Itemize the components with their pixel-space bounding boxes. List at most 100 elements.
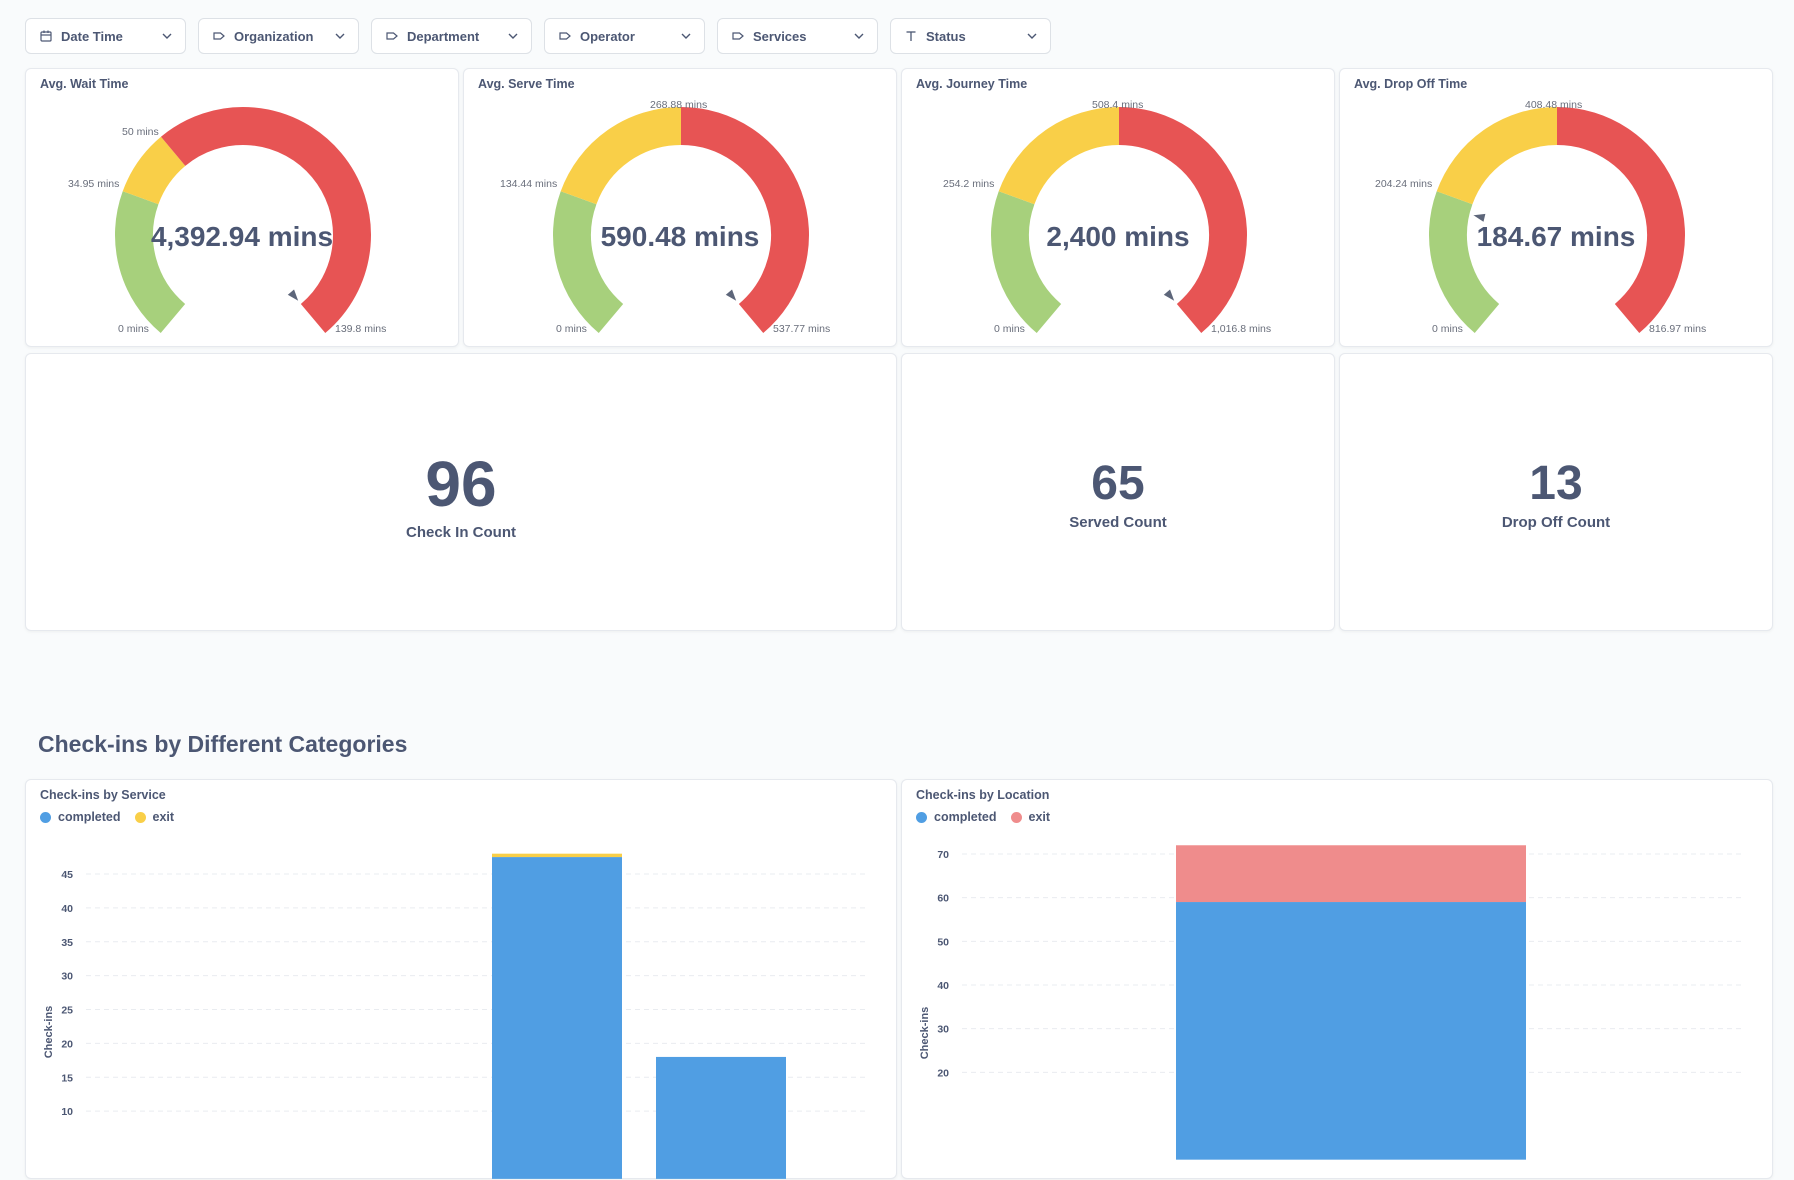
tag-icon	[559, 32, 571, 40]
gauge-segment-green	[1429, 191, 1500, 334]
gauge-threshold-2-label: 50 mins	[122, 126, 159, 138]
scalar-label: Check In Count	[405, 524, 516, 541]
gauge-value: 4,392.94 mins	[150, 221, 334, 252]
gauge-chart	[115, 106, 372, 334]
scalar-label: Served Count	[1069, 514, 1167, 531]
filter-label: Department	[407, 28, 480, 44]
filter-organization[interactable]: Organization	[198, 18, 359, 54]
gauge-card-serve-time[interactable]: Avg. Serve Time 590.48 mins 0 mins 537.7…	[463, 68, 897, 347]
card-title: Avg. Serve Time	[478, 77, 575, 91]
filter-services[interactable]: Services	[717, 18, 878, 54]
gauge-threshold-2-label: 408.48 mins	[1525, 99, 1583, 111]
gauge-threshold-2-label: 268.88 mins	[650, 99, 708, 111]
y-tick-label: 30	[61, 971, 73, 983]
gauge-value: 2,400 mins	[1046, 221, 1190, 252]
y-tick-label: 70	[937, 849, 949, 861]
tag-icon	[386, 32, 398, 40]
gauge-segment-yellow	[122, 136, 186, 205]
scalar-card-served-count[interactable]: 65 Served Count	[901, 353, 1335, 631]
y-tick-label: 25	[61, 1005, 73, 1017]
bar-completed	[1176, 902, 1526, 1160]
y-tick-label: 10	[61, 1106, 73, 1118]
chart-legend: completed exit	[40, 810, 174, 824]
filter-date-time[interactable]: Date Time	[25, 18, 186, 54]
filter-status[interactable]: Status	[890, 18, 1051, 54]
y-axis-label: Check-ins	[43, 1006, 55, 1059]
filter-department[interactable]: Department	[371, 18, 532, 54]
card-title: Avg. Journey Time	[916, 77, 1028, 91]
y-tick-label: 50	[937, 936, 949, 948]
gauge-needle	[285, 286, 301, 305]
section-heading: Check-ins by Different Categories	[38, 731, 408, 757]
bar-completed	[492, 857, 622, 1179]
legend-dot	[40, 811, 51, 823]
gauge-segment-yellow	[1436, 107, 1558, 205]
filter-label: Organization	[234, 28, 314, 44]
gauge-max-label: 816.97 mins	[1649, 323, 1707, 335]
legend-item-completed[interactable]: completed	[916, 810, 997, 824]
scalar-card-drop-off-count[interactable]: 13 Drop Off Count	[1339, 353, 1773, 631]
y-tick-label: 30	[937, 1024, 949, 1036]
tag-icon	[732, 32, 744, 40]
gauge-segment-yellow	[998, 107, 1120, 205]
y-tick-label: 35	[61, 937, 73, 949]
filter-label: Operator	[580, 28, 635, 44]
chart-title: Check-ins by Service	[40, 788, 166, 802]
text-icon	[906, 31, 916, 41]
chart-card-checkins-by-service[interactable]: Check-ins by Service completed exit 10 15…	[25, 779, 897, 1179]
gauge-threshold-1-label: 34.95 mins	[68, 178, 120, 190]
gauge-threshold-1-label: 204.24 mins	[1375, 178, 1433, 190]
bar-completed	[656, 1056, 786, 1179]
tag-icon	[213, 32, 225, 40]
chart-legend: completed exit	[916, 810, 1050, 824]
scalar-card-check-in-count[interactable]: 96 Check In Count	[25, 353, 897, 631]
filter-operator[interactable]: Operator	[544, 18, 705, 54]
legend-dot	[134, 811, 146, 823]
bar-chart: 20 30 40 50 60 70 Check-ins	[919, 845, 1742, 1160]
legend-item-exit[interactable]: exit	[134, 810, 174, 824]
card-title: Avg. Wait Time	[40, 77, 129, 91]
y-tick-label: 45	[61, 869, 73, 881]
card-title: Avg. Drop Off Time	[1354, 77, 1468, 91]
chart-card-checkins-by-location[interactable]: Check-ins by Location completed exit 20 3…	[901, 779, 1773, 1179]
y-tick-label: 15	[61, 1072, 73, 1084]
scalar-value: 96	[425, 448, 497, 520]
gauge-card-drop-off-time[interactable]: Avg. Drop Off Time 184.67 mins 0 mins 81…	[1339, 68, 1773, 347]
scalar-value: 13	[1529, 457, 1583, 510]
gauge-chart	[991, 107, 1247, 334]
bar-exit	[492, 853, 622, 858]
y-axis-label: Check-ins	[919, 1007, 931, 1060]
chevron-down-icon	[854, 33, 864, 39]
gauge-segment-red	[1556, 107, 1685, 334]
gauge-needle	[1469, 212, 1488, 225]
gauge-max-label: 1,016.8 mins	[1211, 323, 1272, 335]
scalar-label: Drop Off Count	[1501, 514, 1611, 531]
gauge-segment-green	[553, 191, 624, 334]
gauge-segment-green	[991, 191, 1062, 334]
gauge-threshold-1-label: 134.44 mins	[500, 178, 558, 190]
gauge-chart	[1429, 107, 1685, 334]
gauge-threshold-2-label: 508.4 mins	[1092, 99, 1144, 111]
gauge-segment-red	[680, 107, 809, 334]
legend-label: completed	[934, 810, 997, 824]
legend-item-completed[interactable]: completed	[40, 810, 121, 824]
gauge-min-label: 0 mins	[118, 323, 149, 335]
gauge-card-wait-time[interactable]: Avg. Wait Time 4,392.94 mins 0 mins 139.…	[25, 68, 459, 347]
y-tick-label: 20	[937, 1067, 949, 1079]
legend-item-exit[interactable]: exit	[1010, 810, 1051, 824]
legend-dot	[916, 811, 927, 823]
chevron-down-icon	[335, 33, 345, 39]
filter-label: Status	[926, 28, 966, 44]
gauge-card-journey-time[interactable]: Avg. Journey Time 2,400 mins 0 mins 1,01…	[901, 68, 1335, 347]
y-tick-label: 40	[61, 903, 73, 915]
gauge-segment-red	[1118, 107, 1247, 334]
bar-chart: 10 15 20 25 30 35 40 45 Check-ins	[43, 853, 866, 1179]
scalar-value: 65	[1091, 457, 1145, 510]
filter-label: Services	[753, 28, 807, 44]
gauge-segment-yellow	[560, 107, 682, 205]
gauge-min-label: 0 mins	[556, 323, 587, 335]
legend-dot	[1010, 811, 1022, 823]
calendar-icon	[40, 30, 52, 42]
gauge-max-label: 537.77 mins	[773, 323, 831, 335]
legend-label: exit	[1028, 810, 1051, 824]
